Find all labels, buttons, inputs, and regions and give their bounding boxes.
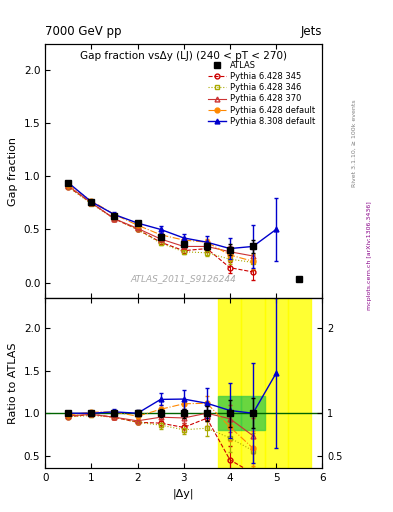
Text: Jets: Jets (301, 26, 322, 38)
Text: Gap fraction vsΔy (LJ) (240 < pT < 270): Gap fraction vsΔy (LJ) (240 < pT < 270) (80, 51, 287, 61)
Bar (288, 298, 311, 468)
Text: Rivet 3.1.10, ≥ 100k events: Rivet 3.1.10, ≥ 100k events (352, 99, 357, 187)
Legend: ATLAS, Pythia 6.428 345, Pythia 6.428 346, Pythia 6.428 370, Pythia 6.428 defaul: ATLAS, Pythia 6.428 345, Pythia 6.428 34… (204, 58, 318, 129)
Bar (264, 298, 288, 468)
Text: ATLAS_2011_S9126244: ATLAS_2011_S9126244 (131, 274, 237, 283)
Bar (241, 298, 264, 468)
Bar (241, 396, 264, 430)
Y-axis label: Ratio to ATLAS: Ratio to ATLAS (8, 343, 18, 424)
Text: 7000 GeV pp: 7000 GeV pp (45, 26, 122, 38)
Bar (219, 396, 241, 430)
Y-axis label: Gap fraction: Gap fraction (8, 137, 18, 205)
Text: mcplots.cern.ch [arXiv:1306.3436]: mcplots.cern.ch [arXiv:1306.3436] (367, 202, 373, 310)
Bar (219, 298, 241, 468)
X-axis label: |Δy|: |Δy| (173, 489, 195, 499)
